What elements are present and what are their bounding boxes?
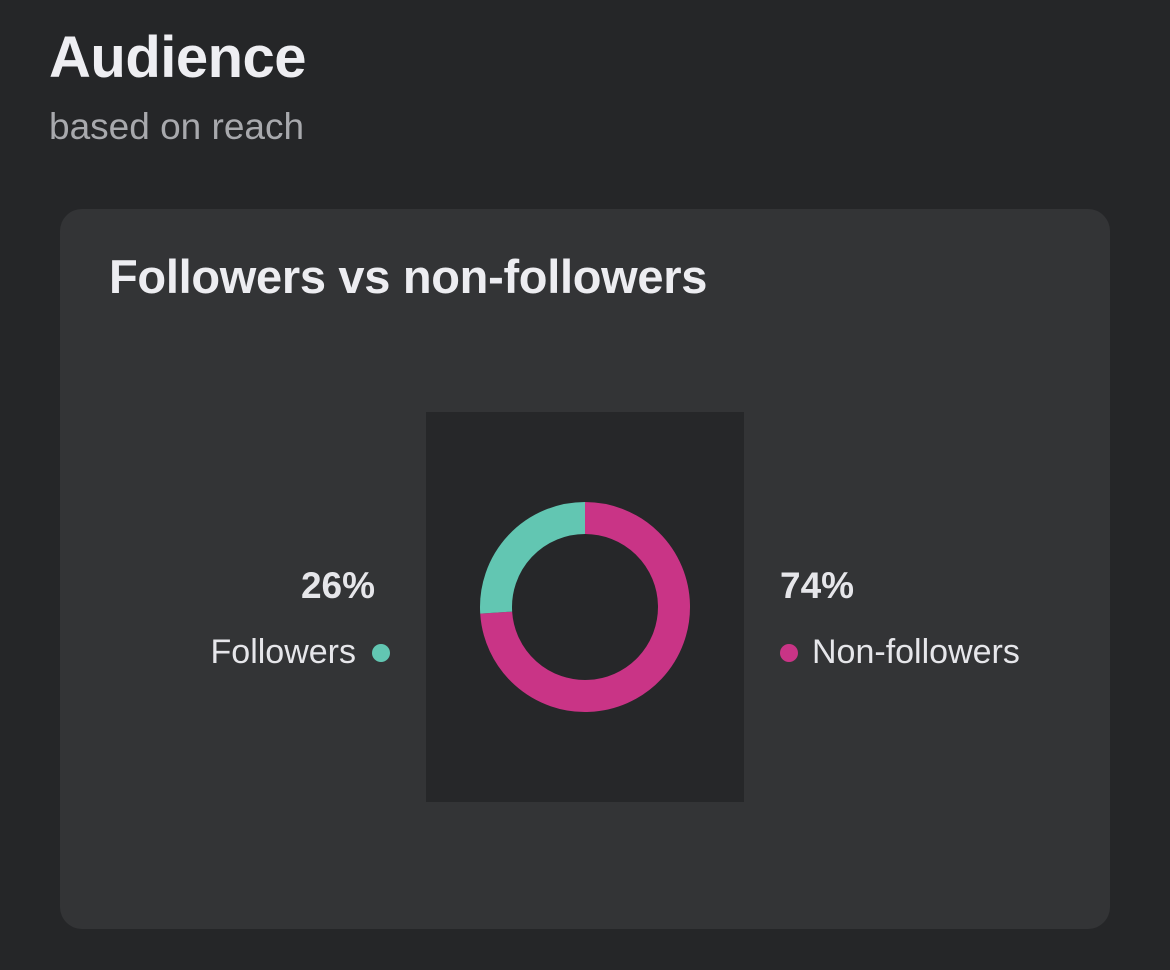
donut-slice-non-followers [480, 502, 690, 712]
page-subtitle: based on reach [49, 106, 305, 147]
legend-item-non-followers: Non-followers [780, 633, 1020, 672]
donut-chart [480, 502, 690, 712]
donut-slice-followers [480, 502, 586, 614]
card-title: Followers vs non-followers [109, 250, 708, 303]
legend-label-followers: Followers [210, 633, 356, 671]
followers-percent-label: 26% [300, 565, 375, 606]
page-title: Audience [49, 25, 307, 90]
legend-dot-followers [372, 643, 390, 662]
legend-label-non-followers: Non-followers [812, 633, 1020, 671]
legend-item-followers: Followers [211, 633, 390, 672]
donut-chart-panel [426, 412, 744, 802]
legend-dot-non-followers [780, 643, 798, 662]
followers-chart-card: Followers vs non-followers 26% Followers… [60, 209, 1110, 929]
non-followers-percent-label: 74% [780, 565, 855, 606]
